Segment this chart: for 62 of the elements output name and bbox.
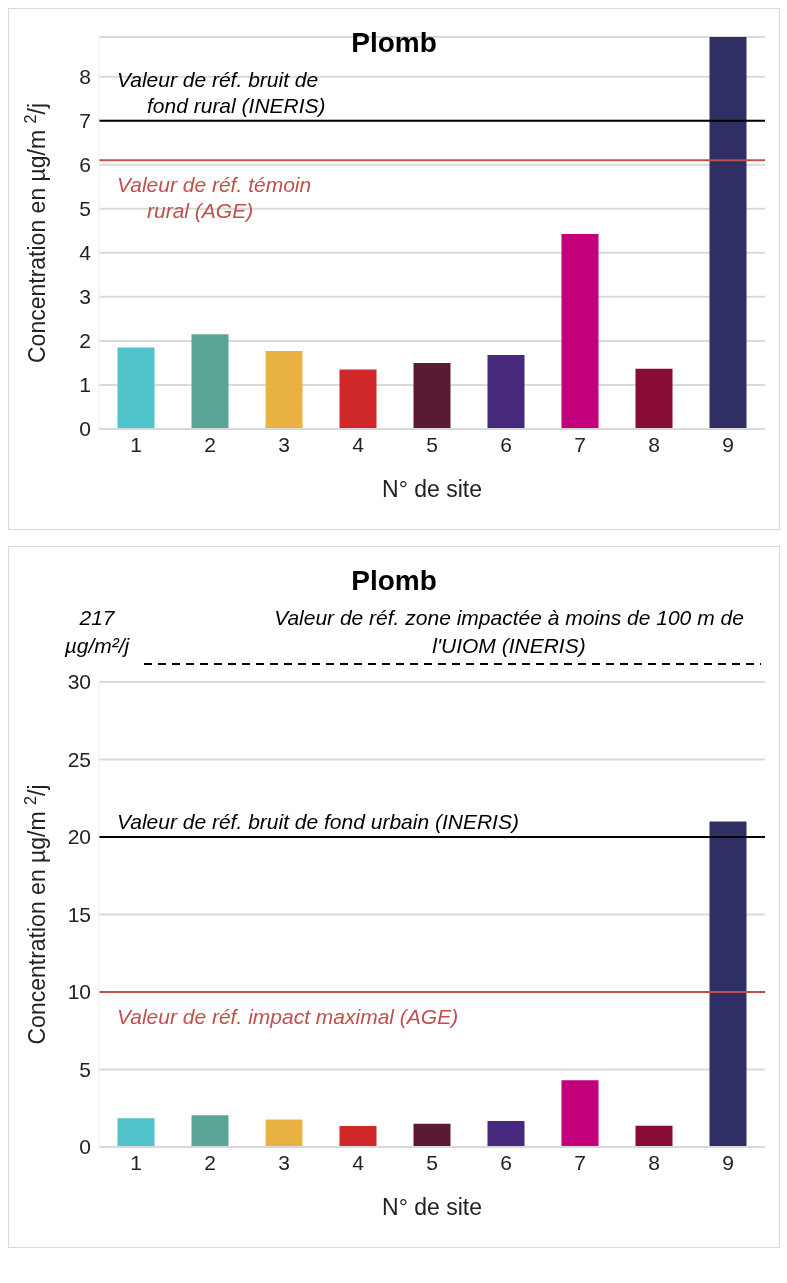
x-tick-label: 2	[204, 432, 216, 456]
y-tick-label: 20	[67, 825, 91, 849]
bar	[413, 362, 451, 429]
y-tick-label: 8	[79, 65, 91, 89]
x-tick-label: 4	[352, 432, 365, 456]
y-tick-label: 5	[79, 1057, 91, 1081]
y-tick-label: 0	[79, 1135, 91, 1159]
bar	[635, 368, 673, 429]
bar	[635, 1125, 673, 1147]
x-tick-label: 3	[278, 432, 290, 456]
bar	[265, 1119, 303, 1147]
y-tick-label: 30	[67, 670, 91, 694]
chart-title: Plomb	[350, 565, 438, 597]
x-tick-label: 8	[648, 432, 660, 456]
x-tick-label: 8	[648, 1150, 660, 1174]
ref-line-label: Valeur de réf. impact maximal (AGE)	[117, 1005, 459, 1028]
bar	[117, 347, 155, 429]
y-tick-label: 25	[67, 747, 91, 771]
bar	[487, 355, 525, 429]
x-tick-label: 3	[278, 1150, 290, 1174]
x-tick-label: 6	[500, 1150, 512, 1174]
x-axis-title: N° de site	[382, 1194, 482, 1220]
bar	[709, 821, 747, 1147]
ref-line-label: Valeur de réf. bruit de fond rural (INERIS)	[117, 67, 326, 117]
y-tick-label: 15	[67, 902, 91, 926]
y-tick-label: 1	[79, 373, 91, 397]
bar	[709, 37, 747, 429]
bar	[413, 1123, 451, 1147]
text: Valeur de réf. zone impactée à moins de 100 m de l'UIOM (INERIS)	[274, 606, 744, 657]
bar	[561, 1080, 599, 1147]
x-tick-label: 4	[352, 1150, 365, 1174]
chart-title: Plomb	[350, 27, 438, 59]
y-tick-label: 5	[79, 197, 91, 221]
x-tick-label: 5	[426, 432, 438, 456]
y-tick-label: 2	[79, 329, 91, 353]
x-tick-label: 2	[204, 1150, 216, 1174]
x-tick-label: 7	[574, 1150, 586, 1174]
y-tick-label: 4	[79, 241, 92, 265]
x-tick-label: 1	[130, 1150, 142, 1174]
ref-line-label: Valeur de réf. témoin rural (AGE)	[117, 173, 312, 223]
x-tick-label: 6	[500, 432, 512, 456]
x-tick-label: 7	[574, 432, 586, 456]
text: 217 µg/m²/j	[63, 606, 131, 657]
y-tick-label: 3	[79, 285, 91, 309]
x-tick-label: 1	[130, 432, 142, 456]
ref-line-label: Valeur de réf. bruit de fond urbain (INERIS)	[117, 810, 519, 833]
bar	[339, 369, 377, 429]
x-tick-label: 5	[426, 1150, 438, 1174]
x-axis-title: N° de site	[382, 476, 482, 502]
x-tick-label: 9	[722, 1150, 734, 1174]
bar	[487, 1120, 525, 1147]
bar	[191, 1115, 229, 1147]
bar	[117, 1118, 155, 1147]
y-tick-label: 10	[67, 980, 91, 1004]
x-tick-label: 9	[722, 432, 734, 456]
y-tick-label: 6	[79, 153, 91, 177]
bar	[339, 1126, 377, 1147]
bar	[265, 351, 303, 429]
bar	[191, 334, 229, 429]
y-tick-label: 0	[79, 417, 91, 441]
bar	[561, 233, 599, 429]
y-tick-label: 7	[79, 109, 91, 133]
